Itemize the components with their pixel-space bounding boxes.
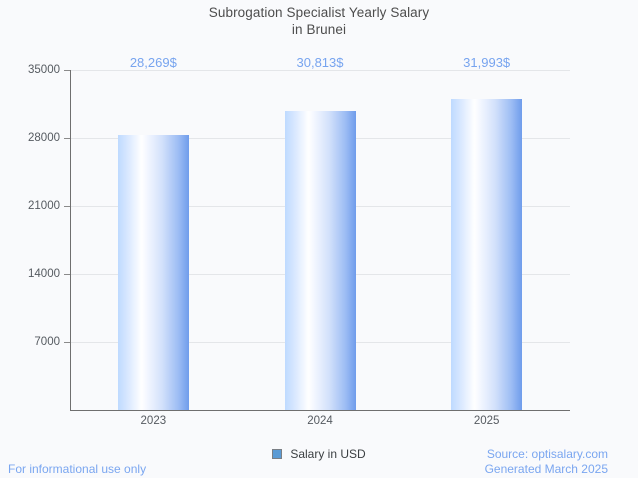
y-axis-label-7000: 7000 xyxy=(34,336,60,348)
gridline-35000 xyxy=(70,70,570,71)
y-axis-label-21000: 21000 xyxy=(28,200,60,212)
legend-item-label: Salary in USD xyxy=(290,447,366,461)
y-axis-label-28000: 28000 xyxy=(28,132,60,144)
bar-2025[interactable] xyxy=(451,99,523,410)
footer-source-block: Source: optisalary.com Generated March 2… xyxy=(485,447,608,477)
bar-value-label-2024: 30,813$ xyxy=(296,55,344,70)
y-tick-mark-28000 xyxy=(64,138,70,139)
footer-disclaimer: For informational use only xyxy=(8,462,147,476)
chart-title-line-2: in Brunei xyxy=(291,22,347,37)
footer-generated-date: Generated March 2025 xyxy=(484,462,608,476)
y-tick-mark-7000 xyxy=(64,342,70,343)
x-axis-line xyxy=(70,410,570,411)
footer-source: Source: optisalary.com xyxy=(486,447,608,461)
y-tick-mark-35000 xyxy=(64,70,70,71)
x-axis-label-2024: 2024 xyxy=(307,415,333,427)
bar-2024[interactable] xyxy=(284,110,356,410)
legend-item-salary-in-usd[interactable]: Salary in USD xyxy=(272,447,366,461)
bar-value-label-2025: 31,993$ xyxy=(463,55,511,70)
y-tick-mark-14000 xyxy=(64,274,70,275)
x-axis-label-2025: 2025 xyxy=(473,415,500,427)
bar-2023[interactable] xyxy=(117,135,189,410)
chart-legend: Salary in USD xyxy=(0,447,638,461)
y-axis-line xyxy=(70,70,71,411)
y-tick-mark-21000 xyxy=(64,206,70,207)
chart-title-line-1: Subrogation Specialist Yearly Salary xyxy=(208,5,430,20)
x-axis-label-2023: 2023 xyxy=(140,415,167,427)
y-axis-label-14000: 14000 xyxy=(28,268,60,280)
bar-value-label-2023: 28,269$ xyxy=(129,55,177,70)
chart-title: Subrogation Specialist Yearly Salary in … xyxy=(0,4,638,38)
legend-swatch-icon xyxy=(272,449,283,459)
y-axis-label-35000: 35000 xyxy=(28,64,60,76)
